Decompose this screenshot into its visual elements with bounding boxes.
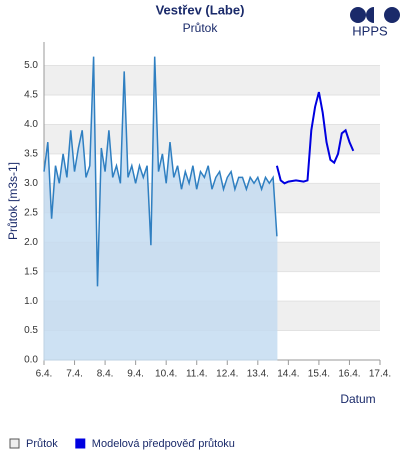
x-tick-label: 7.4. [66, 369, 83, 380]
x-tick-label: 17.4. [369, 369, 391, 380]
y-tick-label: 5.0 [24, 60, 38, 71]
y-tick-label: 0.5 [24, 325, 38, 336]
x-tick-label: 6.4. [36, 369, 53, 380]
x-axis-label: Datum [340, 392, 375, 406]
y-tick-label: 0.0 [24, 355, 38, 366]
grid-band [44, 65, 380, 95]
line [275, 91, 355, 185]
x-tick-label: 14.4. [277, 369, 299, 380]
x-tick-label: 10.4. [155, 369, 177, 380]
x-tick-label: 9.4. [127, 369, 144, 380]
legend-label: Modelová předpověď průtoku [92, 438, 235, 450]
chart-subtitle: Průtok [183, 21, 219, 35]
y-tick-label: 2.5 [24, 207, 38, 218]
y-tick-label: 4.0 [24, 119, 38, 130]
x-tick-label: 12.4. [216, 369, 238, 380]
line [43, 56, 278, 287]
y-tick-label: 1.5 [24, 266, 38, 277]
x-tick-label: 11.4. [186, 369, 208, 380]
logo: HPPS [350, 7, 400, 38]
legend-swatch [9, 438, 20, 449]
y-tick-label: 1.0 [24, 296, 38, 307]
y-tick-label: 2.0 [24, 237, 38, 248]
x-tick-label: 8.4. [97, 369, 114, 380]
y-axis-label: Průtok [m3s-1] [6, 162, 20, 240]
logo-text: HPPS [352, 23, 388, 38]
y-tick-label: 4.5 [24, 90, 38, 101]
chart-title: Vestřev (Labe) [156, 2, 245, 17]
x-tick-label: 16.4. [338, 369, 360, 380]
y-tick-label: 3.5 [24, 149, 38, 160]
area [43, 56, 278, 361]
x-tick-label: 15.4. [308, 369, 330, 380]
legend-label: Průtok [26, 438, 58, 450]
x-tick-label: 13.4. [247, 369, 269, 380]
y-tick-label: 3.0 [24, 178, 38, 189]
legend-swatch [75, 438, 86, 449]
